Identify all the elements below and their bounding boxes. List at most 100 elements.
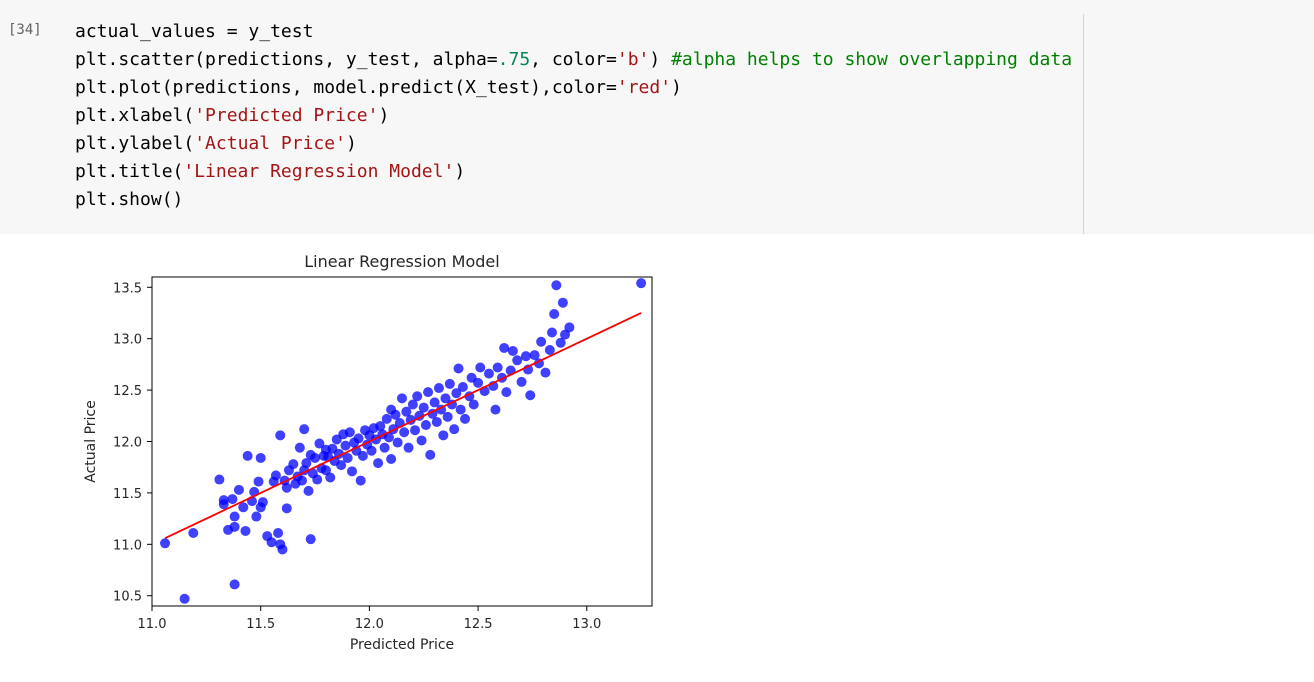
scatter-point bbox=[449, 424, 460, 435]
scatter-point bbox=[453, 363, 464, 374]
scatter-point bbox=[340, 440, 351, 451]
scatter-point bbox=[301, 458, 312, 469]
scatter-point bbox=[218, 499, 229, 510]
y-tick-label: 12.5 bbox=[113, 384, 142, 399]
scatter-point bbox=[429, 397, 440, 408]
code-editor[interactable]: actual_values = y_test plt.scatter(predic… bbox=[75, 18, 1072, 214]
y-tick-label: 10.5 bbox=[113, 590, 142, 605]
code-string: 'b' bbox=[616, 49, 650, 70]
scatter-point bbox=[251, 511, 262, 522]
code-text: , color= bbox=[530, 49, 617, 70]
scatter-point bbox=[460, 413, 471, 424]
scatter-point bbox=[403, 442, 414, 453]
scatter-point bbox=[501, 387, 512, 398]
scatter-point bbox=[375, 421, 386, 432]
code-string: 'Predicted Price' bbox=[194, 105, 379, 126]
scatter-point bbox=[564, 322, 575, 333]
scatter-point bbox=[347, 466, 357, 477]
scatter-point bbox=[281, 482, 292, 493]
scatter-point bbox=[188, 528, 199, 539]
scatter-point bbox=[438, 430, 449, 441]
y-tick-label: 11.5 bbox=[113, 487, 142, 502]
scatter-point bbox=[499, 342, 510, 353]
scatter-point bbox=[275, 430, 286, 441]
code-text: ) bbox=[671, 77, 682, 98]
scatter-point bbox=[242, 450, 253, 461]
scatter-point bbox=[392, 437, 403, 448]
scatter-point bbox=[179, 593, 190, 604]
scatter-point bbox=[383, 432, 394, 443]
scatter-point bbox=[560, 329, 571, 340]
scatter-point bbox=[512, 355, 523, 366]
scatter-point bbox=[299, 424, 310, 435]
scatter-point bbox=[410, 425, 421, 436]
chart-title: Linear Regression Model bbox=[304, 252, 499, 271]
scatter-point bbox=[342, 452, 353, 463]
scatter-point bbox=[455, 404, 466, 415]
scatter-point bbox=[312, 474, 323, 485]
code-text: ) bbox=[649, 49, 672, 70]
scatter-point bbox=[544, 344, 555, 355]
scatter-point bbox=[270, 470, 281, 481]
scatter-point bbox=[353, 433, 364, 444]
scatter-point bbox=[373, 458, 384, 469]
scatter-point bbox=[257, 497, 268, 508]
code-line: plt.show() bbox=[75, 186, 1072, 214]
scatter-point bbox=[407, 399, 418, 410]
scatter-plot: 11.0 11.5 12.0 12.5 13.0 10.5 11.0 11.5 12.0 12.5… bbox=[83, 252, 653, 653]
scatter-point bbox=[366, 445, 377, 456]
scatter-point bbox=[540, 367, 551, 378]
y-tick-label: 13.5 bbox=[113, 281, 142, 296]
code-text: plt.title( bbox=[75, 161, 184, 182]
scatter-point bbox=[468, 399, 479, 410]
scatter-point bbox=[227, 494, 238, 505]
code-text: plt.ylabel( bbox=[75, 133, 195, 154]
scatter-point bbox=[314, 438, 325, 449]
code-line: plt.ylabel('Actual Price') bbox=[75, 130, 1072, 158]
scatter-point bbox=[381, 413, 392, 424]
code-string: 'Actual Price' bbox=[194, 133, 346, 154]
scatter-point bbox=[255, 452, 266, 463]
scatter-point bbox=[423, 387, 434, 398]
x-tick-label: 12.5 bbox=[464, 617, 493, 632]
y-tick-label: 11.0 bbox=[113, 538, 142, 553]
scatter-point bbox=[357, 450, 368, 461]
scatter-point bbox=[355, 475, 366, 486]
scatter-point bbox=[325, 472, 336, 483]
execution-count: [34] bbox=[8, 22, 42, 38]
scatter-point bbox=[390, 409, 401, 420]
scatter-point bbox=[386, 453, 397, 464]
scatter-point bbox=[214, 474, 225, 485]
scatter-point bbox=[344, 427, 355, 438]
cell-output: 11.0 11.5 12.0 12.5 13.0 10.5 11.0 11.5 12.0 12.5… bbox=[0, 234, 1314, 682]
scatter-point bbox=[229, 521, 240, 532]
code-number: .75 bbox=[497, 49, 531, 70]
y-axis-label: Actual Price bbox=[83, 400, 99, 482]
scatter-point bbox=[551, 280, 562, 291]
scatter-point bbox=[297, 475, 307, 486]
scatter-point bbox=[636, 278, 647, 289]
scatter-point bbox=[549, 309, 560, 320]
code-cell[interactable]: [34] actual_values = y_test plt.scatter(p… bbox=[0, 0, 1314, 234]
scatter-point bbox=[416, 435, 427, 446]
x-tick-label: 11.0 bbox=[138, 617, 167, 632]
scatter-point bbox=[273, 528, 284, 539]
code-text: plt.plot(predictions, model.predict(X_te… bbox=[75, 77, 617, 98]
scatter-point bbox=[490, 404, 501, 415]
scatter-point bbox=[294, 442, 305, 453]
scatter-point bbox=[457, 382, 468, 393]
scatter-point bbox=[399, 427, 410, 438]
regression-line bbox=[164, 312, 642, 539]
scatter-point bbox=[555, 337, 566, 348]
code-text: plt.scatter(predictions, y_test, alpha= bbox=[75, 49, 498, 70]
scatter-point bbox=[229, 511, 240, 522]
scatter-point bbox=[253, 476, 264, 487]
scatter-point bbox=[401, 406, 412, 417]
code-text: plt.show() bbox=[75, 189, 184, 210]
code-line: plt.title('Linear Regression Model') bbox=[75, 158, 1072, 186]
scatter-point bbox=[475, 362, 486, 373]
cell-divider bbox=[1083, 14, 1084, 234]
y-tick-label: 12.0 bbox=[113, 436, 142, 451]
scatter-point bbox=[557, 297, 568, 308]
scatter-point bbox=[277, 544, 288, 555]
